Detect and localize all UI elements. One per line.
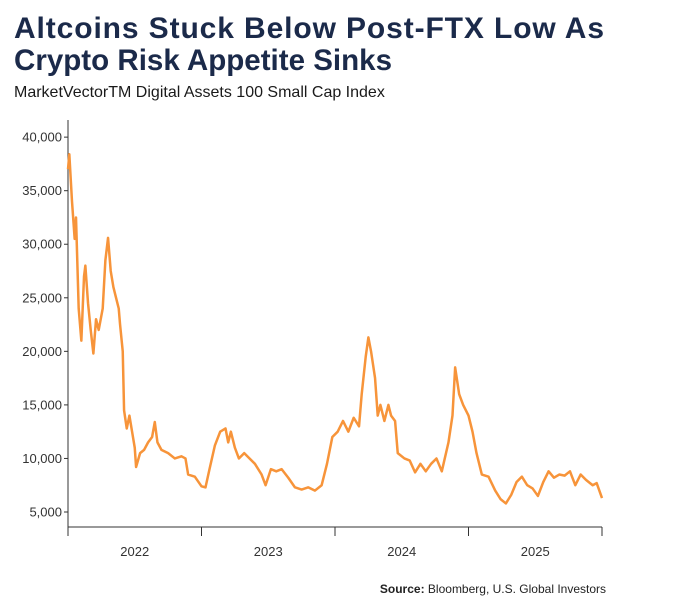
x-tick-label: 2025 (521, 544, 550, 559)
y-tick-label: 20,000 (22, 344, 62, 359)
y-tick-label: 40,000 (22, 130, 62, 145)
y-tick-label: 30,000 (22, 237, 62, 252)
source-label: Source: (380, 582, 425, 596)
y-tick-label: 5,000 (29, 505, 62, 520)
source: Source: Bloomberg, U.S. Global Investors (380, 582, 606, 596)
y-tick-label: 10,000 (22, 451, 62, 466)
title-line-2: Crypto Risk Appetite Sinks (14, 44, 392, 77)
source-text: Bloomberg, U.S. Global Investors (428, 582, 606, 596)
line-series (66, 153, 604, 505)
x-tick-label: 2023 (254, 544, 283, 559)
title-line-1: Altcoins Stuck Below Post-FTX Low As (14, 12, 604, 45)
y-tick-label: 35,000 (22, 183, 62, 198)
y-tick-label: 15,000 (22, 397, 62, 412)
subtitle: MarketVectorTM Digital Assets 100 Small … (14, 84, 385, 101)
x-tick-label: 2022 (120, 544, 149, 559)
x-tick-label: 2024 (387, 544, 416, 559)
y-tick-label: 25,000 (22, 290, 62, 305)
